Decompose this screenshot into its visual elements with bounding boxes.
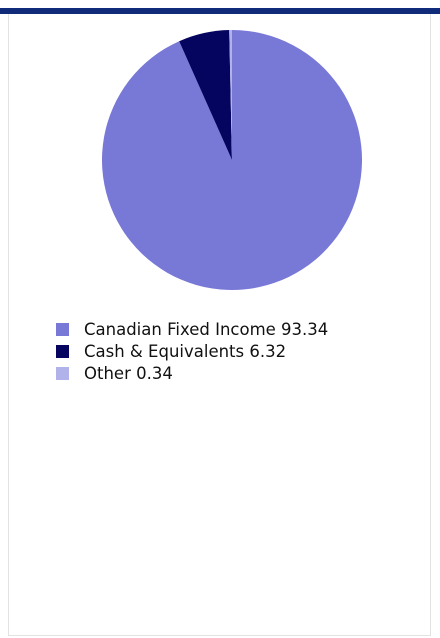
- legend-label-other: Other 0.34: [84, 363, 173, 383]
- legend-item-cash-equivalents: Cash & Equivalents 6.32: [56, 340, 328, 362]
- chart-panel: [8, 14, 431, 636]
- legend-item-canadian-fixed-income: Canadian Fixed Income 93.34: [56, 318, 328, 340]
- pie-slice-canadian-fixed-income: [102, 30, 363, 290]
- pie-slice-cash-equivalents: [179, 30, 232, 160]
- chart-legend: Canadian Fixed Income 93.34 Cash & Equiv…: [56, 318, 328, 384]
- header-bar: [0, 8, 440, 14]
- legend-swatch-other: [56, 366, 69, 380]
- legend-label-canadian-fixed-income: Canadian Fixed Income 93.34: [84, 319, 329, 339]
- legend-swatch-canadian-fixed-income: [56, 322, 69, 336]
- pie-slice-other: [229, 30, 232, 160]
- pie-slices: [102, 30, 363, 290]
- legend-item-other: Other 0.34: [56, 362, 328, 384]
- legend-swatch-cash-equivalents: [56, 344, 69, 358]
- legend-label-cash-equivalents: Cash & Equivalents 6.32: [84, 341, 287, 361]
